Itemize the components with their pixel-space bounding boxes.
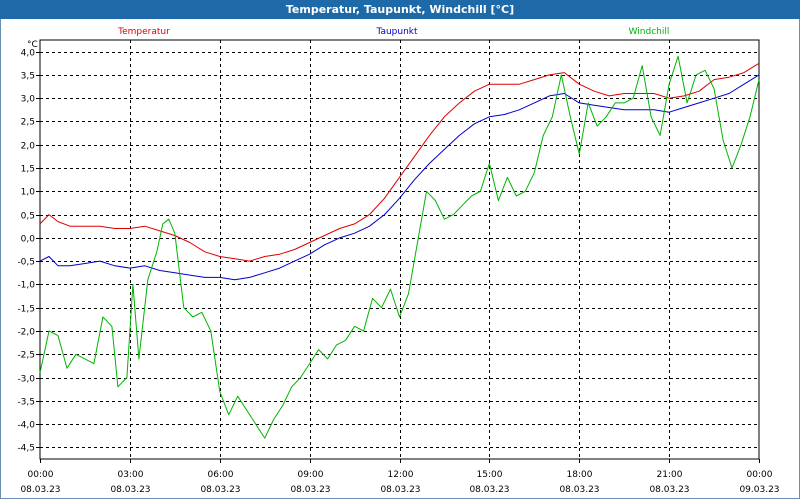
x-axis-ticks: 00:00 08.03.23 03:00 08.03.23 06:00 08.03.23 0… [20, 470, 779, 495]
x-tick-date: 08.03.23 [559, 485, 599, 495]
x-tick-time: 21:00 [657, 470, 683, 480]
y-tick-label: -2,5 [17, 351, 35, 361]
y-tick-label: 0,0 [21, 235, 36, 245]
series-lines [39, 55, 760, 439]
x-tick-date: 08.03.23 [290, 485, 330, 495]
y-tick-label: 1,5 [21, 165, 35, 175]
series-line-windchill [39, 55, 760, 439]
x-tick-date: 08.03.23 [380, 485, 420, 495]
x-tick-time: 12:00 [388, 470, 414, 480]
x-tick-date: 08.03.23 [469, 485, 509, 495]
y-tick-label: 2,0 [21, 142, 36, 152]
x-tick-time: 18:00 [567, 470, 593, 480]
x-tick-date: 08.03.23 [110, 485, 150, 495]
y-tick-label: -1,5 [17, 305, 35, 315]
x-tick-time: 00:00 [28, 470, 54, 480]
x-tick-time: 03:00 [118, 470, 144, 480]
y-axis-ticks: 4,0 3,5 3,0 2,5 2,0 1,5 1,0 0,5 0,0 -0,5 -1,0 -1,5 -… [17, 49, 35, 454]
y-axis-unit: °C [27, 40, 38, 50]
x-tick-date: 08.03.23 [200, 485, 240, 495]
y-tick-label: 3,0 [21, 95, 36, 105]
y-tick-label: -3,0 [17, 375, 35, 385]
legend-temperatur: Temperatur [117, 27, 170, 37]
x-tick-date: 08.03.23 [20, 485, 60, 495]
x-tick-time: 00:00 [747, 470, 773, 480]
x-tick-time: 06:00 [208, 470, 234, 480]
y-tick-label: 4,0 [21, 49, 36, 59]
y-tick-label: -4,5 [17, 444, 35, 454]
series-line-taupunkt [39, 74, 760, 281]
y-tick-label: 2,5 [21, 118, 35, 128]
legend-taupunkt: Taupunkt [375, 27, 418, 37]
y-tick-label: -0,5 [17, 258, 35, 268]
x-tick-time: 15:00 [477, 470, 503, 480]
chart-title: Temperatur, Taupunkt, Windchill [°C] [0, 0, 800, 19]
x-tick-date: 09.03.23 [739, 485, 779, 495]
y-tick-label: 1,0 [21, 188, 36, 198]
y-tick-label: -2,0 [17, 328, 35, 338]
y-tick-label: -4,0 [17, 421, 35, 431]
x-tick-time: 09:00 [298, 470, 324, 480]
legend-windchill: Windchill [629, 27, 670, 37]
grid [36, 39, 760, 463]
series-line-temperatur [39, 62, 760, 262]
y-tick-label: 3,5 [21, 72, 35, 82]
y-tick-label: -3,5 [17, 398, 35, 408]
plot-area-border [39, 39, 760, 460]
x-tick-date: 08.03.23 [649, 485, 689, 495]
y-tick-label: -1,0 [17, 281, 35, 291]
y-tick-label: 0,5 [21, 212, 35, 222]
